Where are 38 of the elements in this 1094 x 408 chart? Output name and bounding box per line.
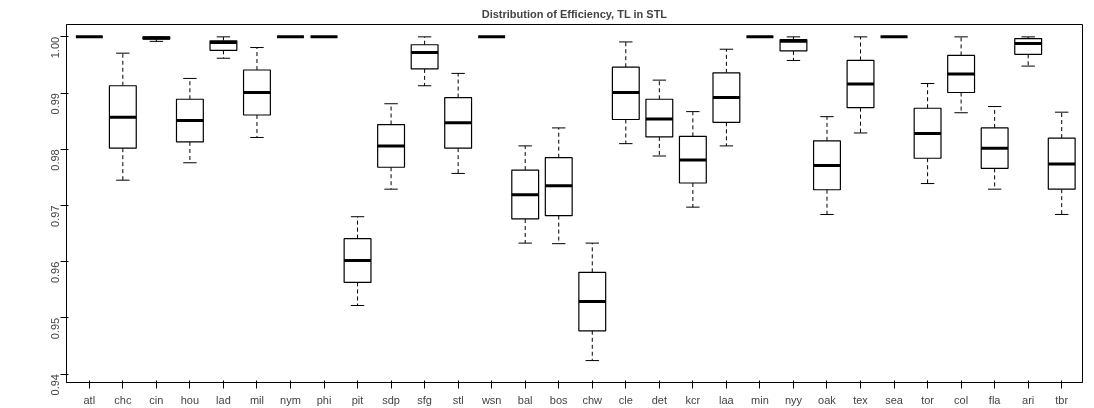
x-tick-label: bal	[517, 393, 533, 406]
x-tick-label: oak	[818, 393, 837, 406]
x-tick-label: nym	[280, 393, 301, 406]
x-tick-label: fla	[988, 393, 1002, 406]
x-tick-label: bos	[549, 393, 569, 406]
y-tick-label: 0.96	[49, 261, 62, 284]
y-tick-label: 0.97	[49, 205, 62, 227]
y-tick-label: 0.99	[49, 93, 62, 115]
x-tick-label: chc	[114, 393, 132, 406]
x-tick-label: hou	[180, 393, 200, 406]
x-tick-label: stl	[452, 393, 464, 406]
x-tick-label: sdp	[382, 393, 400, 406]
x-tick-label: tbr	[1055, 393, 1069, 406]
x-tick-label: sfg	[417, 393, 432, 406]
x-tick-label: chw	[582, 393, 603, 406]
y-tick-label: 0.95	[49, 317, 62, 340]
x-tick-label: laa	[719, 393, 735, 406]
x-tick-label: cle	[618, 393, 633, 406]
x-tick-label: tor	[921, 393, 935, 406]
x-tick-label: col	[954, 393, 969, 406]
x-tick-label: lad	[216, 393, 231, 406]
x-tick-label: mil	[249, 393, 264, 406]
x-tick-label: det	[651, 393, 667, 406]
x-tick-label: pit	[351, 393, 364, 406]
y-tick-label: 0.94	[49, 374, 62, 396]
x-tick-label: kcr	[685, 393, 701, 406]
x-tick-label: phi	[316, 393, 332, 406]
y-tick-label: 1.00	[49, 36, 62, 59]
x-tick-label: atl	[83, 393, 96, 406]
x-tick-label: cin	[149, 393, 164, 406]
x-tick-label: min	[751, 393, 769, 406]
x-tick-label: sea	[885, 393, 904, 406]
y-tick-label: 0.98	[49, 149, 62, 171]
chart-title: Distribution of Efficiency, TL in STL	[481, 7, 668, 20]
x-tick-label: nyy	[784, 393, 803, 406]
x-tick-label: tex	[853, 393, 869, 406]
x-tick-label: wsn	[480, 393, 502, 406]
x-tick-label: ari	[1022, 393, 1035, 406]
